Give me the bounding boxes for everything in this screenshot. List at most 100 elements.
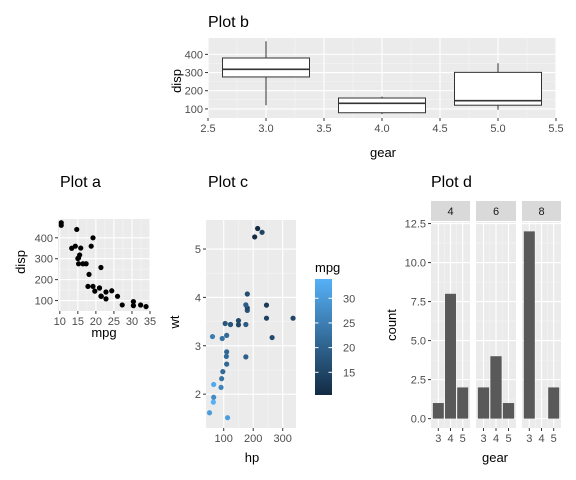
plot-d-facet-tick-label-x: 5	[460, 433, 466, 445]
plot-a-title: Plot a	[60, 174, 101, 191]
plot-c-legend-title: mpg	[315, 260, 340, 275]
plot-a-tick-label-y: 300	[35, 254, 53, 266]
plot-a-point	[83, 261, 89, 267]
plot-b-tick-label-x: 5.5	[548, 123, 563, 135]
plot-c-tick-label-x: 200	[244, 433, 262, 445]
plot-c-colorbar	[315, 279, 332, 395]
plot-d-facet-tick-label-y: 2.5	[411, 375, 426, 387]
plot-d-facet-tick-label-x: 3	[435, 433, 441, 445]
plot-c-tick-label-y: 5	[195, 244, 201, 256]
plot-a-point	[103, 289, 109, 295]
plot-a-point	[96, 285, 103, 291]
plot-d-facet-tick-label-y: 12.5	[405, 219, 426, 231]
plot-c-point	[210, 399, 216, 405]
plot-d-facet-tick-label-y: 7.5	[411, 297, 426, 309]
plot-b-tick-label-x: 4.0	[374, 123, 389, 135]
plot-c-tick-label-x: 100	[215, 433, 233, 445]
plot-d-facet-tick-label-y: 10.0	[405, 258, 426, 270]
plot-a-tick-label-x: 25	[108, 316, 120, 328]
plot-d-strip-label: 6	[493, 206, 499, 218]
plot-a-point	[138, 302, 144, 308]
plot-d: 3 4 50.02.55.07.510.012.543 4 563 4 58	[405, 201, 561, 445]
plot-a-point	[69, 245, 75, 251]
plot-d-ylabel: count	[384, 309, 399, 341]
plot-c-ylabel: wt	[167, 315, 182, 329]
plot-c-colorbar-legend: mpg 15 20 25 30	[315, 260, 355, 395]
plot-c-colorbar-label: 25	[343, 318, 355, 330]
plot-a-point	[85, 283, 91, 290]
plot-a-tick-label-x: 20	[90, 316, 102, 328]
plot-b-tick-label-y: 200	[185, 86, 203, 98]
plot-a-tick-label-x: 30	[126, 316, 138, 328]
plot-b-title: Plot b	[208, 14, 249, 31]
plot-d-strip	[431, 201, 470, 221]
plot-a-tick-label-y: 100	[35, 296, 53, 308]
plot-a-point	[78, 245, 84, 251]
plot-d-strip	[522, 201, 561, 221]
plot-c-point	[211, 381, 217, 388]
plot-a-tick-label-x: 15	[72, 316, 84, 328]
plot-d-strip-label: 8	[538, 206, 544, 218]
plot-c-point	[235, 322, 242, 328]
plot-c-point	[243, 321, 249, 328]
plot-c-point	[259, 229, 265, 235]
plot-c-colorbar-label: 30	[343, 293, 355, 305]
plot-a-point	[92, 288, 98, 294]
plot-d-bar	[445, 293, 456, 419]
plot-b-ylabel: disp	[169, 69, 184, 93]
plot-d-facet-tick-label-x: 4	[493, 433, 499, 445]
plot-d-xlabel: gear	[482, 450, 509, 465]
plot-a-point	[119, 302, 125, 308]
plot-c-point	[263, 302, 270, 308]
plot-a-tick-label-y: 200	[35, 275, 53, 287]
plot-c-panel-background	[206, 220, 296, 428]
plot-c-colorbar-label: 15	[343, 367, 355, 379]
plot-b-box	[454, 71, 542, 106]
plot-c-point	[243, 354, 249, 360]
plot-a-point	[143, 303, 149, 310]
plot-d-bar	[457, 387, 469, 419]
plot-a-tick-label-x: 10	[54, 316, 66, 328]
plot-d-facet-tick-label-x: 4	[538, 433, 544, 445]
plot-a-point	[90, 283, 96, 290]
plot-c-xlabel: hp	[245, 450, 259, 465]
plot-c-point	[220, 369, 226, 375]
plot-d-bar	[523, 231, 535, 419]
plot-d-facet-tick-label-y: 5.0	[411, 336, 426, 348]
plot-d-strip-label: 4	[447, 206, 453, 218]
plot-c-point	[290, 315, 296, 321]
plot-c-colorbar-label: 20	[343, 343, 355, 355]
plot-c-point	[224, 349, 230, 355]
plot-c-point	[211, 394, 217, 400]
plot-d-bar	[432, 403, 444, 419]
plot-c-point	[269, 334, 275, 341]
plot-c-point	[224, 415, 231, 421]
plot-b-tick-label-x: 3.5	[316, 123, 331, 135]
plot-c-point	[243, 302, 249, 308]
plot-d-bar	[502, 403, 515, 419]
plot-c-point	[227, 321, 234, 328]
plot-c-tick-label-y: 4	[195, 292, 201, 304]
plot-a-point	[114, 293, 121, 299]
plot-a-point	[74, 226, 80, 233]
plot-c-point	[255, 225, 261, 232]
plot-c-point	[219, 335, 225, 342]
plot-d-facet-tick-label-y: 0.0	[411, 414, 426, 426]
plot-c-point	[223, 353, 229, 360]
plot-b-tick-label-y: 300	[185, 68, 203, 80]
plot-c-point	[209, 333, 216, 340]
plot-d-facet-tick-label-x: 4	[447, 433, 453, 445]
plot-c: 100 200 300 2 3 4 5	[195, 220, 296, 445]
plot-a-point	[130, 303, 137, 309]
plot-c-point	[263, 315, 270, 321]
plot-c-tick-label-y: 2	[195, 389, 201, 401]
plot-a-tick-label-x: 35	[144, 316, 156, 328]
plot-a-point	[130, 298, 137, 305]
plot-b-tick-label-y: 400	[185, 49, 203, 61]
plot-c-tick-label-x: 300	[274, 433, 292, 445]
plot-b-tick-label-x: 2.5	[200, 123, 215, 135]
plot-a-point	[103, 296, 109, 302]
plot-a-point	[88, 243, 94, 249]
plot-a-point	[58, 222, 64, 228]
